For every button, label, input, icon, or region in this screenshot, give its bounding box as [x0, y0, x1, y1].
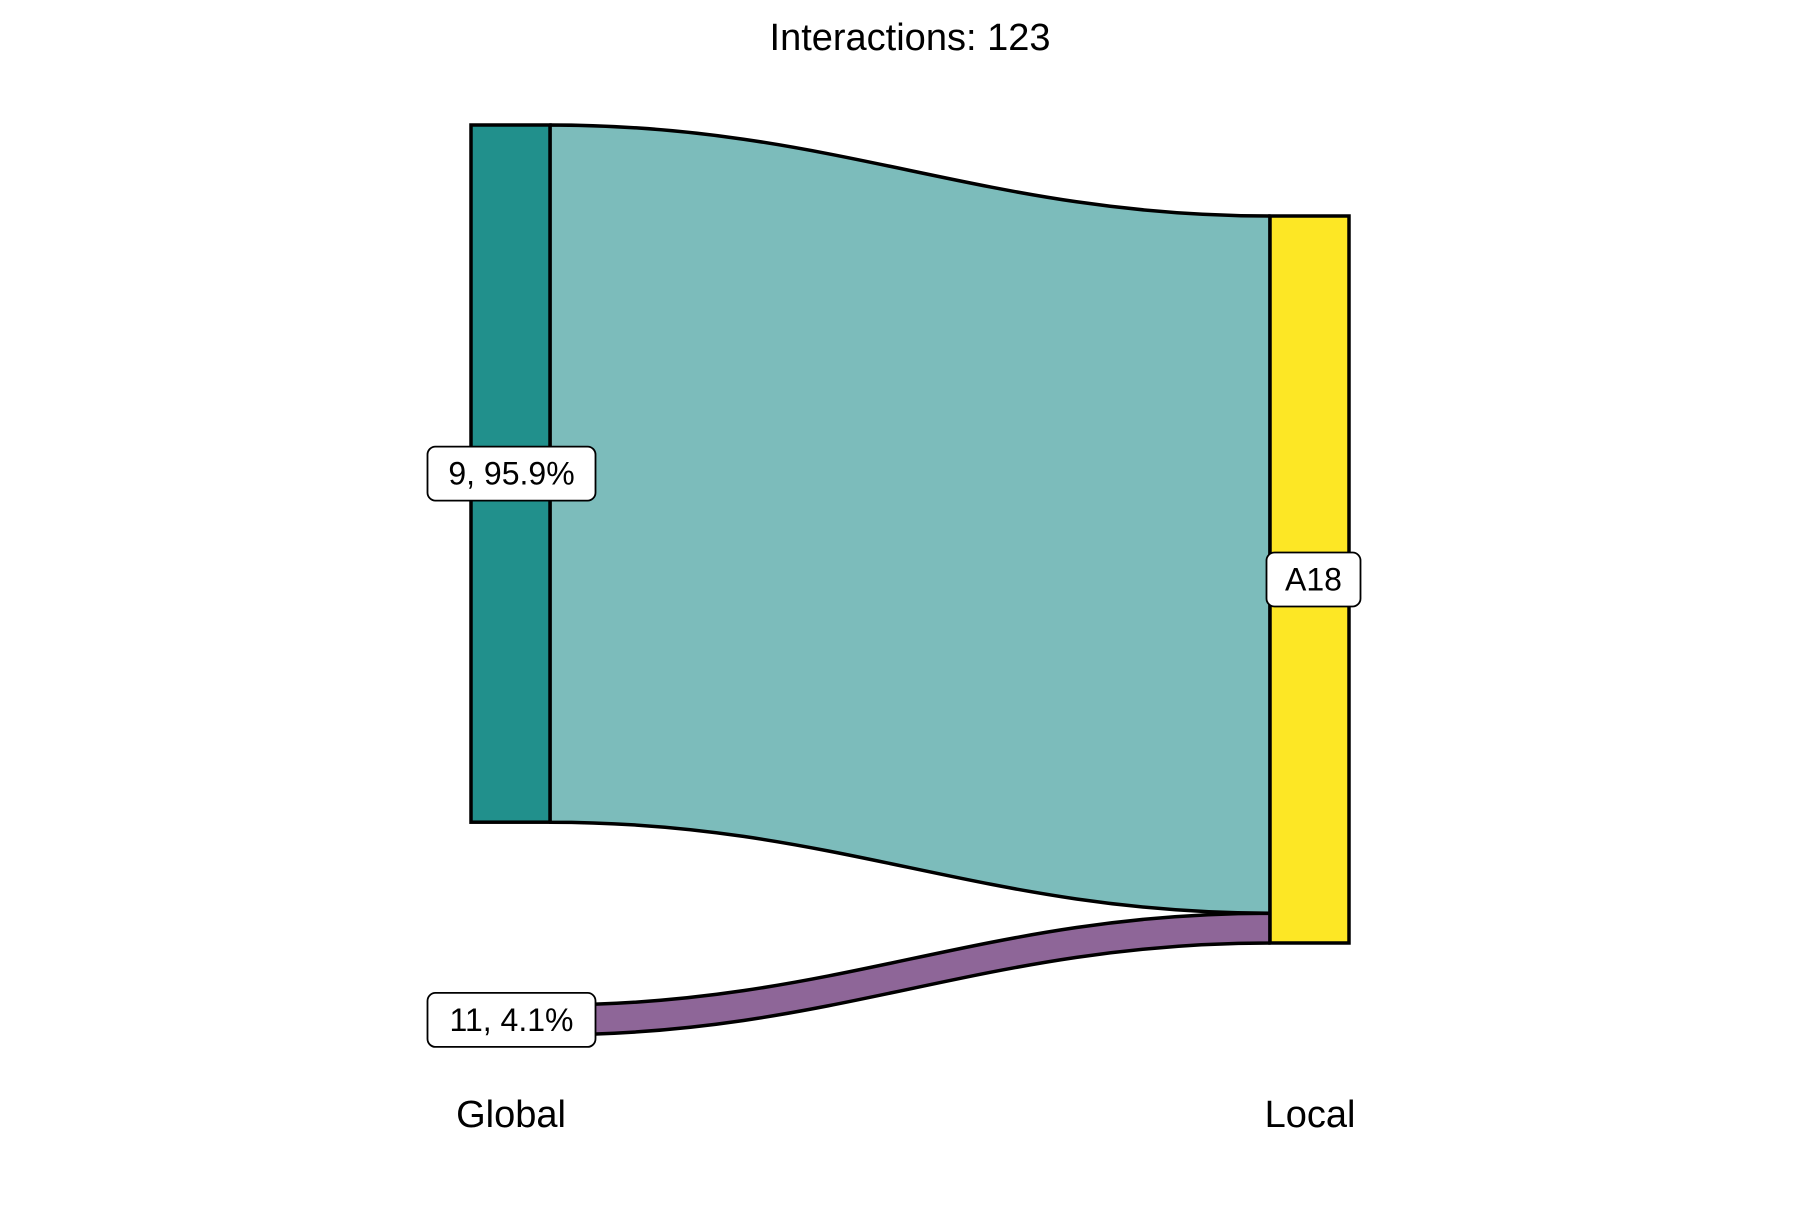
source-label-2-text: 11, 4.1% [450, 1002, 574, 1038]
target-label-1: A18 [1265, 551, 1362, 608]
source-label-2: 11, 4.1% [426, 992, 597, 1048]
flow-1 [548, 123, 1272, 915]
target-label-1-box [1265, 551, 1362, 608]
source-label-1: 9, 95.9% [426, 445, 597, 502]
source-label-1-box [426, 445, 597, 502]
chart-title: Interactions: 123 [770, 17, 1051, 59]
source-label-1-text: 9, 95.9% [448, 456, 574, 492]
source-label-2-box [426, 992, 597, 1048]
target-label-1-text: A18 [1285, 562, 1342, 598]
flows-layer [548, 123, 1272, 1037]
axis-label-local: Local [1265, 1094, 1356, 1136]
flow-2 [548, 911, 1272, 1037]
labels-layer: 9, 95.9% 11, 4.1% A18 [426, 445, 1362, 1048]
axis-label-global: Global [456, 1094, 566, 1136]
